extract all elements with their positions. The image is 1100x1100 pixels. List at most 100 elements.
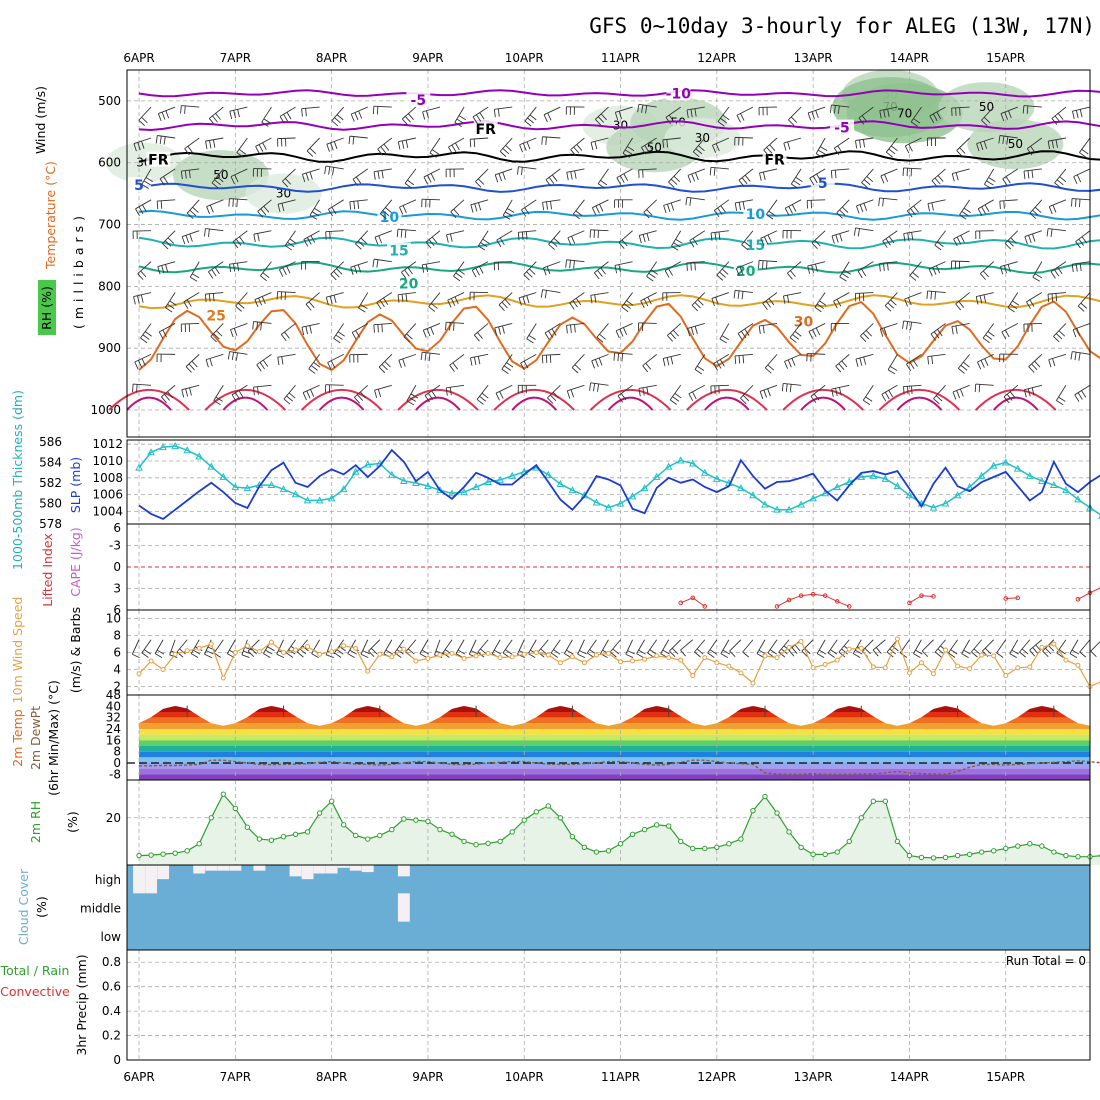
- cloud-level-label: low: [101, 930, 122, 944]
- wind-barb-feather: [159, 178, 165, 186]
- wind-barb-feather: [548, 177, 555, 184]
- wind-barb-feather: [953, 238, 958, 247]
- wind-barb-feather: [431, 149, 440, 155]
- rh-point: [1075, 854, 1081, 860]
- wind-barb-feather: [835, 388, 838, 397]
- cloud-high-bar: [337, 865, 350, 868]
- li-tick-label: 3: [113, 582, 121, 596]
- wind-barb-feather: [818, 649, 827, 655]
- wind-barb-feather: [1052, 358, 1056, 367]
- wind-barb-feather: [401, 118, 408, 126]
- wind-barb-feather: [1075, 241, 1081, 249]
- lifted-index-point: [678, 600, 684, 606]
- isotherm-loop: [607, 396, 654, 411]
- wind-barb-feather: [332, 167, 335, 176]
- wind-barb-feather: [382, 210, 390, 217]
- wind-barb: [423, 323, 441, 331]
- wind-barb: [205, 228, 224, 232]
- wind-barb-feather: [695, 148, 703, 155]
- wind-speed-point: [208, 641, 214, 647]
- wind-barb-feather: [784, 361, 789, 369]
- wind-barb: [904, 292, 922, 300]
- wind-barb: [236, 137, 248, 153]
- wind-barb: [349, 199, 368, 203]
- wind-tick-label: 10: [106, 612, 121, 626]
- wind-barb-feather: [446, 234, 449, 243]
- wind-speed-point: [762, 653, 768, 659]
- slp-tick-label: 1006: [92, 488, 123, 502]
- wind-barb: [951, 106, 970, 109]
- wind-barb-feather: [207, 646, 216, 651]
- wind-barb-feather: [354, 112, 359, 121]
- wind-barb-feather: [458, 115, 466, 121]
- wind-barb-feather: [1058, 396, 1066, 402]
- wind-barb-feather: [495, 392, 500, 401]
- wind-barb-feather: [137, 142, 141, 151]
- wind-barb: [405, 639, 417, 653]
- thickness-point: [977, 471, 986, 479]
- wind-barb-feather: [545, 136, 547, 146]
- wind-barb: [425, 230, 441, 243]
- wind-speed-point: [593, 652, 599, 658]
- wind-barb-feather: [493, 649, 502, 655]
- wind-barb: [376, 292, 393, 303]
- wind-barb-feather: [816, 303, 824, 309]
- wind-speed-point: [533, 650, 539, 655]
- wind-barb-feather: [550, 652, 558, 658]
- wind-barb-feather: [425, 241, 432, 249]
- wind-barb-feather: [281, 356, 284, 365]
- wind-barb: [276, 639, 284, 655]
- wind-barb: [951, 260, 970, 263]
- isotherm-label: 25: [206, 309, 225, 325]
- wind-barb-feather: [649, 649, 657, 655]
- thickness-point: [219, 472, 228, 480]
- wind-barb-feather: [931, 202, 934, 211]
- wind-barb-feather: [256, 321, 258, 330]
- wind-barb-feather: [543, 267, 547, 276]
- wind-barb: [831, 104, 850, 108]
- wind-barb-feather: [816, 653, 825, 658]
- wind-barb: [326, 137, 344, 145]
- wind-barb-feather: [619, 175, 625, 183]
- wind-barb-feather: [626, 300, 634, 306]
- wind-barb-feather: [354, 265, 358, 274]
- thickness-point: [941, 499, 950, 507]
- wind-barb: [855, 353, 874, 360]
- wind-barb: [434, 639, 441, 655]
- wind-barb: [141, 639, 152, 654]
- wind-barb-feather: [143, 649, 152, 655]
- wind-barb-feather: [680, 649, 686, 657]
- wind-barb-feather: [330, 273, 337, 281]
- wind-barb: [1048, 228, 1066, 232]
- wind-barb-feather: [357, 200, 360, 209]
- wind-barb: [303, 230, 320, 240]
- wind-barb-feather: [426, 110, 429, 119]
- wind-speed-point: [485, 650, 491, 656]
- temp-tick-label: 0: [113, 756, 121, 770]
- thickness-point: [1038, 476, 1046, 484]
- wind-barb-feather: [520, 209, 527, 217]
- rh-point: [605, 848, 612, 854]
- wind-barb: [956, 137, 970, 151]
- wind-barb: [331, 106, 345, 121]
- temp-band: [139, 768, 1090, 775]
- wind-barb: [577, 639, 585, 655]
- rh-point: [292, 831, 299, 838]
- wind-barb-feather: [791, 183, 799, 189]
- wind-barb-feather: [769, 649, 777, 655]
- wind-barb-feather: [1028, 235, 1032, 243]
- wind-barb-feather: [662, 358, 666, 367]
- wind-barb-feather: [546, 201, 549, 210]
- wind-barb: [692, 137, 706, 153]
- wind-barb: [903, 167, 922, 170]
- wind-barb-feather: [352, 178, 358, 187]
- wind-barb: [477, 639, 489, 653]
- wind-barb-feather: [502, 215, 511, 220]
- wind-barb-feather: [906, 363, 912, 372]
- wind-barb: [981, 106, 995, 121]
- wind-barb: [689, 230, 706, 241]
- cloud-level-label: high: [95, 873, 121, 887]
- wind-speed-point: [365, 668, 371, 674]
- wind-barb-feather: [637, 104, 640, 113]
